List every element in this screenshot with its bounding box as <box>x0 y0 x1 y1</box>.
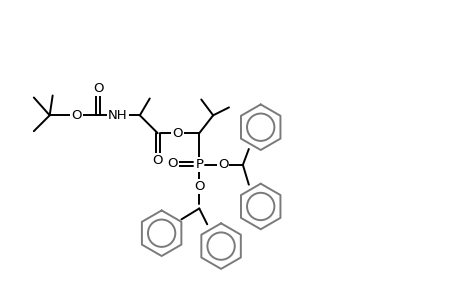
Text: O: O <box>194 180 204 193</box>
Text: NH: NH <box>108 109 128 122</box>
Text: P: P <box>195 158 203 171</box>
Text: O: O <box>167 158 177 170</box>
Text: O: O <box>172 127 182 140</box>
Text: O: O <box>71 109 82 122</box>
Text: O: O <box>218 158 228 171</box>
Text: O: O <box>93 82 103 95</box>
Text: O: O <box>152 154 162 167</box>
